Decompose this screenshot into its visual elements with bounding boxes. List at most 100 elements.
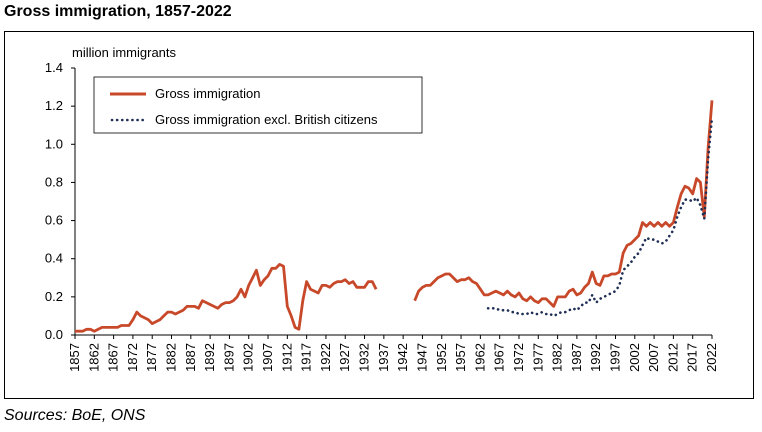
series-layer (75, 99, 714, 333)
data-point (580, 305, 582, 307)
data-point (695, 197, 697, 199)
x-tick-label: 2002 (627, 343, 642, 372)
data-point (510, 294, 512, 296)
data-point (630, 242, 632, 244)
data-point (529, 296, 531, 298)
data-point (487, 294, 489, 296)
data-point (668, 225, 670, 227)
data-point (236, 296, 238, 298)
data-point (321, 284, 323, 286)
data-point (560, 311, 562, 313)
data-point (711, 99, 713, 101)
x-tick-label: 1942 (395, 343, 410, 372)
data-point (506, 290, 508, 292)
x-tick-label: 1877 (144, 343, 159, 372)
x-tick-label: 1967 (492, 343, 507, 372)
data-point (610, 273, 612, 275)
data-point (298, 328, 300, 330)
data-point (452, 277, 454, 279)
data-point (290, 315, 292, 317)
data-point (672, 221, 674, 223)
data-point (711, 116, 713, 118)
data-point (518, 313, 520, 315)
data-point (510, 311, 512, 313)
data-point (502, 294, 504, 296)
data-point (101, 326, 103, 328)
data-point (572, 307, 574, 309)
data-point (112, 326, 114, 328)
data-point (518, 292, 520, 294)
x-tick-label: 1927 (337, 343, 352, 372)
data-point (572, 288, 574, 290)
data-point (267, 275, 269, 277)
data-point (209, 303, 211, 305)
x-tick-label: 1992 (588, 343, 603, 372)
data-point (680, 193, 682, 195)
data-point (333, 282, 335, 284)
data-point (707, 158, 709, 160)
data-point (182, 309, 184, 311)
x-tick-label: 1997 (607, 343, 622, 372)
data-point (151, 322, 153, 324)
data-point (143, 317, 145, 319)
x-tick-label: 1932 (357, 343, 372, 372)
data-point (568, 309, 570, 311)
data-point (564, 311, 566, 313)
data-point (278, 263, 280, 265)
data-point (360, 286, 362, 288)
x-tick-label: 1872 (125, 343, 140, 372)
data-point (417, 290, 419, 292)
series-0 (75, 99, 714, 333)
data-point (282, 265, 284, 267)
data-point (591, 271, 593, 273)
data-point (120, 324, 122, 326)
data-point (367, 280, 369, 282)
data-point (645, 237, 647, 239)
data-point (205, 301, 207, 303)
data-point (607, 294, 609, 296)
data-point (325, 284, 327, 286)
data-point (641, 244, 643, 246)
data-point (348, 282, 350, 284)
data-point (471, 280, 473, 282)
x-tick-label: 1887 (183, 343, 198, 372)
data-point (514, 296, 516, 298)
data-point (197, 307, 199, 309)
data-point (109, 326, 111, 328)
data-point (526, 313, 528, 315)
data-point (441, 275, 443, 277)
data-point (545, 298, 547, 300)
data-point (244, 296, 246, 298)
data-point (645, 225, 647, 227)
x-tick-label: 1947 (414, 343, 429, 372)
y-axis-label: million immigrants (72, 45, 177, 60)
chart-frame (4, 31, 754, 399)
data-point (240, 288, 242, 290)
series-line-1 (486, 116, 714, 318)
series-1 (486, 116, 714, 318)
legend-label-gross: Gross immigration (155, 86, 260, 101)
data-point (186, 305, 188, 307)
line-chart: million immigrants 0.0 0.2 0.4 0.6 0.8 1.0 1.2… (45, 45, 719, 372)
series-line-0 (75, 100, 714, 333)
data-point (170, 311, 172, 313)
data-point (661, 242, 663, 244)
data-point (294, 326, 296, 328)
x-tick-label: 2012 (665, 343, 680, 372)
data-point (684, 198, 686, 200)
data-point (661, 225, 663, 227)
data-point (568, 290, 570, 292)
data-point (506, 309, 508, 311)
data-point (124, 324, 126, 326)
data-point (356, 286, 358, 288)
data-point (699, 204, 701, 206)
x-tick-label: 1882 (164, 343, 179, 372)
data-point (537, 313, 539, 315)
legend-box (93, 76, 423, 134)
data-point (580, 292, 582, 294)
data-point (622, 252, 624, 254)
data-point (201, 300, 203, 302)
data-point (618, 284, 620, 286)
x-tick-label: 1922 (318, 343, 333, 372)
data-point (475, 282, 477, 284)
